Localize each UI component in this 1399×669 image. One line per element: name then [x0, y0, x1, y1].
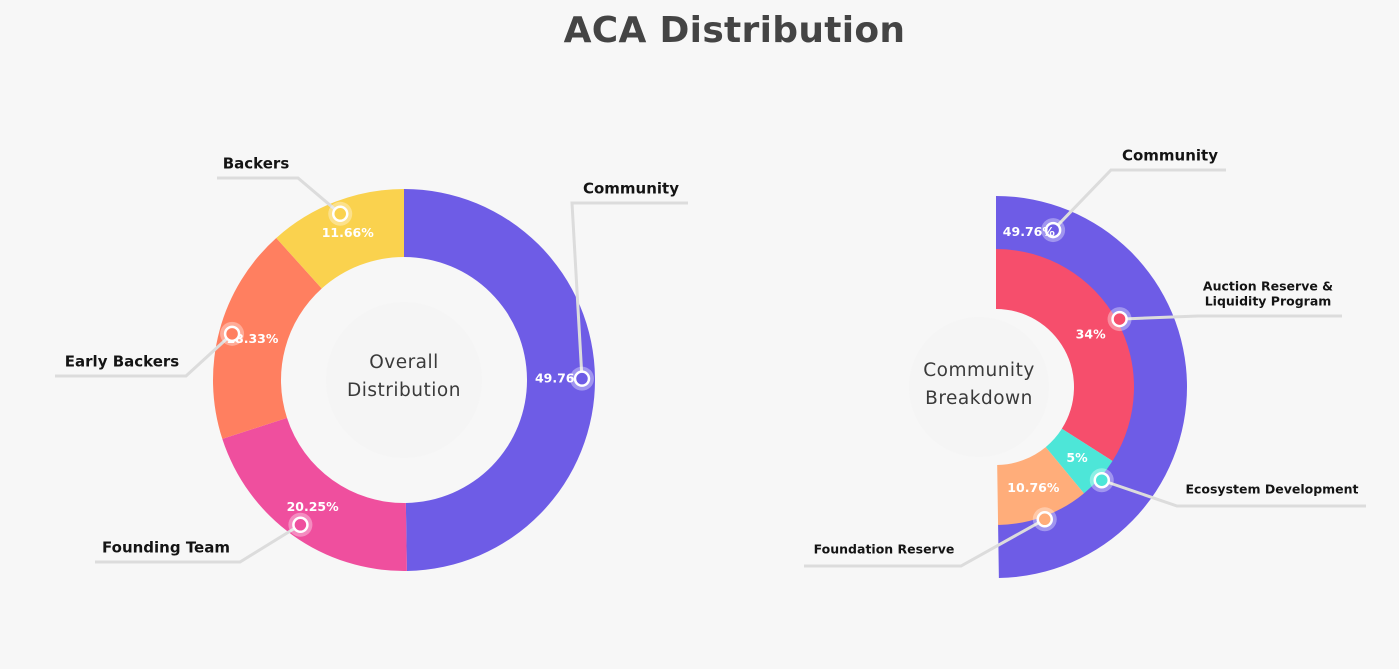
leader-line-outer-community: [1052, 168, 1226, 232]
slice-value-auction-reserve-liquidity-program: 34%: [1076, 326, 1106, 341]
marker-dot-foundation-reserve: [1036, 511, 1054, 528]
slice-label-founding-team: Founding Team: [102, 539, 230, 557]
slice-value-foundation-reserve: 10.76%: [1007, 480, 1060, 495]
slice-label-outer-community: Community: [1122, 147, 1218, 165]
marker-dot-founding-team: [292, 516, 309, 534]
leader-line-community: [570, 201, 688, 379]
slice-label-community: Community: [583, 180, 679, 198]
leader-line-founding-team: [95, 523, 302, 564]
marker-dot-community: [573, 370, 591, 387]
center-label-overall-1: Overall: [369, 352, 439, 373]
center-disc-community: [909, 317, 1049, 457]
center-label-community-2: Breakdown: [925, 388, 1033, 409]
center-label-overall-2: Distribution: [347, 380, 461, 401]
marker-dot-ecosystem-development: [1093, 471, 1111, 489]
center-disc-overall: [326, 302, 482, 458]
leader-line-backers: [217, 176, 342, 215]
marker-dot-backers: [331, 205, 349, 223]
leader-line-auction-reserve-liquidity-program: [1119, 314, 1342, 321]
marker-dot-auction-reserve-liquidity-program: [1111, 310, 1128, 328]
center-label-community-1: Community: [923, 360, 1035, 381]
marker-dot-outer-community: [1044, 221, 1062, 239]
slice-foundation-reserve: [997, 447, 1084, 525]
slice-outer-community: [996, 196, 1188, 578]
slice-value-founding-team: 20.25%: [287, 499, 340, 514]
slice-label-ecosystem-development-1: Ecosystem Development: [1185, 482, 1358, 497]
slice-label-auction-reserve-liquidity-program-2: Liquidity Program: [1205, 294, 1332, 309]
slice-early-backers: [213, 238, 322, 439]
slice-label-auction-reserve-liquidity-program-1: Auction Reserve &: [1203, 279, 1333, 294]
leader-line-foundation-reserve: [804, 517, 1046, 568]
marker-dot-early-backers: [223, 325, 241, 343]
slice-value-ecosystem-development: 5%: [1066, 450, 1088, 465]
slice-label-backers: Backers: [223, 155, 290, 173]
slice-label-early-backers: Early Backers: [65, 353, 179, 371]
leader-line-early-backers: [55, 332, 234, 378]
slice-backers: [276, 189, 404, 289]
slice-community: [404, 189, 595, 571]
slice-founding-team: [222, 417, 407, 571]
slice-label-foundation-reserve-1: Foundation Reserve: [814, 542, 955, 557]
slice-auction-reserve-liquidity-program: [996, 249, 1134, 461]
page-title: ACA Distribution: [563, 10, 906, 51]
slice-value-backers: 11.66%: [322, 225, 375, 240]
leader-line-ecosystem-development: [1101, 478, 1366, 508]
slice-value-outer-community: 49.76%: [1003, 224, 1056, 239]
